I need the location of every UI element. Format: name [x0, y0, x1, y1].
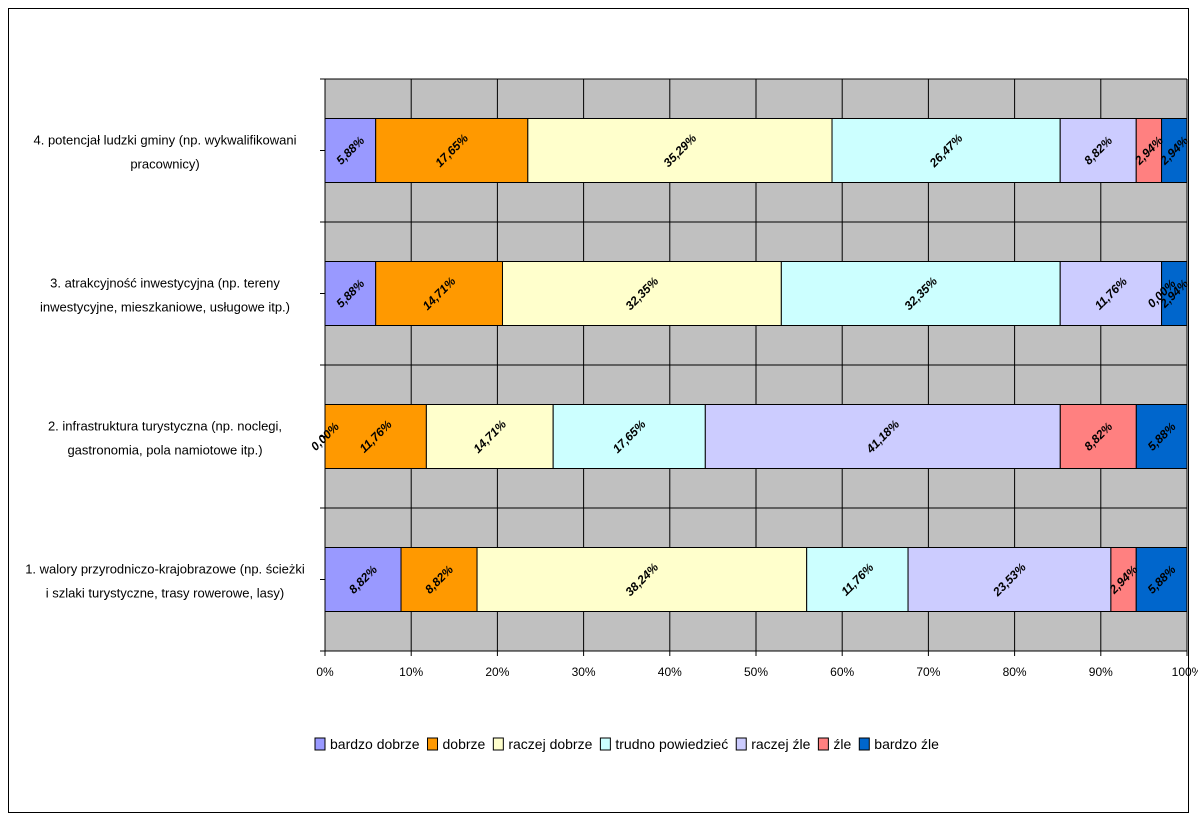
x-tick-label: 30%: [572, 665, 596, 679]
bar-segment: [324, 404, 427, 469]
legend-entry: bardzo dobrze: [330, 736, 420, 752]
x-tick-label: 10%: [399, 665, 423, 679]
bar-segment: [375, 261, 503, 326]
bar-segment: [425, 404, 554, 469]
legend-entry: raczej źle: [751, 736, 810, 752]
bar-segment: [780, 261, 1061, 326]
bar-segment: [324, 261, 377, 326]
bar-segment: [1059, 404, 1137, 469]
legend-swatch: [735, 737, 747, 751]
legend-swatch: [858, 737, 870, 751]
x-tick-label: 50%: [744, 665, 768, 679]
x-tick-label: 20%: [485, 665, 509, 679]
bar-segment: [704, 404, 1061, 469]
category-label: 3. atrakcyjność inwestycyjna (np. tereny: [50, 276, 280, 291]
bar-segment: [1161, 118, 1188, 183]
bar-segment: [1135, 118, 1163, 183]
category-label: 2. infrastruktura turystyczna (np. nocle…: [48, 419, 282, 434]
x-tick-label: 90%: [1089, 665, 1113, 679]
bar-segment: [907, 547, 1112, 612]
category-label: 1. walory przyrodniczo-krajobrazowe (np.…: [25, 562, 305, 577]
x-tick-label: 70%: [916, 665, 940, 679]
legend-entry: bardzo źle: [874, 736, 939, 752]
bar-segment: [1135, 547, 1188, 612]
x-axis-ticks: 0% 10% 20% 30% 40% 50% 60% 70% 80% 90% 100%: [316, 651, 1198, 679]
category-label: 4. potencjał ludzki gminy (np. wykwalifi…: [33, 133, 296, 148]
legend: bardzo dobrze dobrze raczej dobrze trudno p…: [314, 736, 939, 752]
category-label: gastronomia, pola namiotowe itp.): [67, 443, 262, 458]
bar-segment: [324, 118, 377, 183]
legend-entry: dobrze: [443, 736, 486, 752]
legend-entry: źle: [833, 736, 851, 752]
bars: [324, 118, 1188, 612]
legend-entry: raczej dobrze: [508, 736, 592, 752]
bar-segment: [831, 118, 1061, 183]
legend-swatch: [599, 737, 611, 751]
bar-segment: [476, 547, 808, 612]
x-tick-label: 40%: [658, 665, 682, 679]
category-label: inwestycyjne, mieszkaniowe, usługowe itp…: [40, 300, 290, 315]
category-label: pracownicy): [130, 157, 199, 172]
bar-segment: [375, 118, 529, 183]
x-tick-label: 80%: [1003, 665, 1027, 679]
x-tick-label: 60%: [830, 665, 854, 679]
bar-segment: [552, 404, 706, 469]
bar-segment: [1135, 404, 1188, 469]
bar-segment: [501, 261, 782, 326]
legend-swatch: [492, 737, 504, 751]
x-tick-label: 0%: [316, 665, 334, 679]
bar-segment: [1110, 547, 1137, 612]
legend-swatch: [314, 737, 326, 751]
legend-swatch: [427, 737, 439, 751]
category-label: i szlaki turystyczne, trasy rowerowe, la…: [46, 586, 284, 601]
x-tick-label: 100%: [1172, 665, 1198, 679]
bar-segment: [527, 118, 833, 183]
legend-swatch: [817, 737, 829, 751]
bar-segment: [1059, 118, 1137, 183]
bar-segment: [806, 547, 909, 612]
legend-entry: trudno powiedzieć: [615, 736, 728, 752]
category-labels: 1. walory przyrodniczo-krajobrazowe (np.…: [25, 133, 305, 601]
bar-segment: [1161, 261, 1188, 326]
bar-segment: [400, 547, 478, 612]
